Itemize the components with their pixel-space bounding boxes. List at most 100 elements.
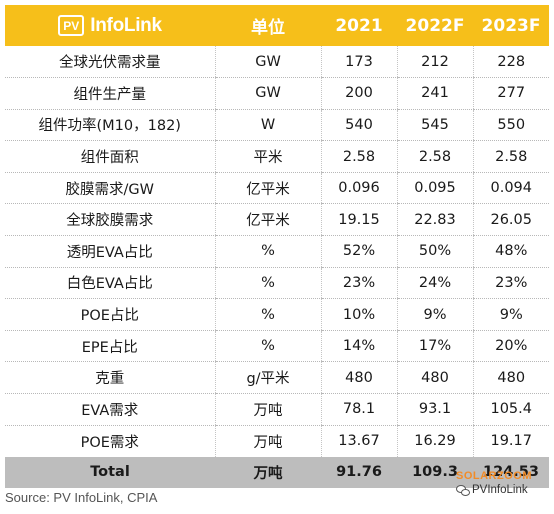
row-value-2023f: 9% [472, 298, 549, 331]
row-label: EPE占比 [5, 330, 215, 363]
row-value-2023f: 480 [472, 361, 549, 395]
row-value-2022f: 24% [396, 267, 473, 300]
logo-text: InfoLink [90, 14, 162, 36]
table-row: 白色EVA占比% 23% 24% 23% [5, 267, 549, 300]
row-value-2023f: 23% [472, 267, 549, 300]
row-value-2021: 52% [320, 235, 397, 268]
row-value-2021: 0.096 [320, 172, 397, 205]
watermark-account-line: PVInfoLink [456, 484, 532, 496]
row-value-2022f: 2.58 [396, 140, 473, 173]
row-value-2021: 78.1 [320, 393, 397, 426]
row-value-2022f: 0.095 [396, 172, 473, 205]
row-value-2021: 23% [320, 267, 397, 300]
row-unit: GW [214, 46, 321, 79]
table-row: 胶膜需求/GW 亿平米 0.096 0.095 0.094 [5, 172, 549, 205]
total-value-2021: 91.76 [336, 464, 382, 481]
row-value-2021: 200 [320, 77, 397, 110]
row-label: EVA需求 [5, 393, 215, 426]
row-unit: 万吨 [214, 393, 321, 426]
row-value-2022f: 9% [396, 298, 473, 331]
row-value-2022f: 241 [396, 77, 473, 110]
row-value-2022f: 22.83 [396, 203, 473, 237]
row-value-2022f: 16.29 [396, 425, 473, 457]
table-row: 全球胶膜需求 亿平米 19.15 22.83 26.05 [5, 203, 549, 237]
row-unit: 万吨 [214, 425, 321, 457]
table-row: POE需求 万吨 13.67 16.29 19.17 [5, 425, 549, 457]
row-value-2023f: 277 [472, 77, 549, 110]
row-label: 组件功率(M10，182) [5, 109, 215, 142]
row-value-2023f: 26.05 [472, 203, 549, 237]
watermark-account: PVInfoLink [472, 484, 528, 496]
row-unit: % [214, 298, 321, 331]
column-header-2023f: 2023F [481, 15, 541, 36]
row-label: 全球光伏需求量 [5, 46, 215, 79]
table-row: EVA需求 万吨 78.1 93.1 105.4 [5, 393, 549, 426]
row-label: 克重 [5, 361, 215, 395]
column-header-unit: 单位 [251, 18, 285, 38]
row-label: 透明EVA占比 [5, 235, 215, 268]
table-row: EPE占比% 14% 17% 20% [5, 330, 549, 363]
row-value-2023f: 228 [472, 46, 549, 79]
row-value-2022f: 212 [396, 46, 473, 79]
row-value-2022f: 545 [396, 109, 473, 142]
row-value-2023f: 105.4 [472, 393, 549, 426]
pv-infolink-logo: PV InfoLink [58, 15, 162, 37]
table-row: 组件面积 平米 2.58 2.58 2.58 [5, 140, 549, 173]
row-unit: W [214, 109, 321, 142]
table-row: 克重 g/平米 480 480 480 [5, 361, 549, 395]
row-value-2022f: 93.1 [396, 393, 473, 426]
column-header-2022f: 2022F [405, 15, 465, 36]
row-value-2022f: 17% [396, 330, 473, 363]
source-note: Source: PV InfoLink, CPIA [5, 490, 158, 505]
row-value-2023f: 2.58 [472, 140, 549, 173]
row-label: 组件生产量 [5, 77, 215, 110]
watermark-brand: SOLARZOOM [456, 470, 532, 482]
logo-cell: PV InfoLink [5, 5, 215, 46]
row-label: POE占比 [5, 298, 215, 331]
total-row: Total 万吨 91.76 109.3 124.53 [5, 456, 549, 488]
wechat-icon [456, 485, 470, 496]
row-value-2023f: 550 [472, 109, 549, 142]
row-value-2021: 13.67 [320, 425, 397, 457]
row-unit: g/平米 [214, 361, 321, 395]
row-unit: 亿平米 [214, 172, 321, 205]
row-value-2021: 2.58 [320, 140, 397, 173]
data-table-container: PV InfoLink 单位 2021 2022F 2023F 全球光伏需求量 G… [5, 5, 549, 488]
row-label: POE需求 [80, 434, 139, 451]
row-value-2021: 10% [320, 298, 397, 331]
table-row: 透明EVA占比% 52% 50% 48% [5, 235, 549, 268]
watermark: SOLARZOOM PVInfoLink [456, 470, 532, 496]
table-row: 全球光伏需求量 GW 173 212 228 [5, 46, 549, 79]
row-value-2021: 480 [320, 361, 397, 395]
row-value-2023f: 48% [472, 235, 549, 268]
row-value-2023f: 19.17 [472, 425, 549, 457]
table-row: 组件生产量 GW 200 241 277 [5, 77, 549, 110]
row-unit: % [214, 330, 321, 363]
row-value-2023f: 20% [472, 330, 549, 363]
row-value-2022f: 50% [396, 235, 473, 268]
row-value-2021: 173 [320, 46, 397, 79]
header-row: PV InfoLink 单位 2021 2022F 2023F [5, 5, 549, 46]
row-unit: 平米 [214, 140, 321, 173]
total-unit: 万吨 [253, 465, 283, 482]
column-header-2021: 2021 [335, 15, 383, 36]
row-value-2021: 19.15 [320, 203, 397, 237]
row-unit: GW [214, 77, 321, 110]
table-row: 组件功率(M10，182) W 540 545 550 [5, 109, 549, 142]
row-value-2021: 540 [320, 109, 397, 142]
total-label: Total [90, 464, 130, 481]
row-unit: 亿平米 [214, 203, 321, 237]
total-value-2022f: 109.3 [412, 464, 458, 481]
table-body: 全球光伏需求量 GW 173 212 228 组件生产量 GW 200 241 277 组件功率(M… [5, 46, 549, 457]
logo-badge: PV [58, 15, 85, 36]
row-value-2021: 14% [320, 330, 397, 363]
table-row: POE占比% 10% 9% 9% [5, 298, 549, 331]
row-label: 全球胶膜需求 [5, 203, 215, 237]
forecast-table: PV InfoLink 单位 2021 2022F 2023F 全球光伏需求量 G… [5, 5, 549, 488]
row-label: 组件面积 [5, 140, 215, 173]
row-value-2023f: 0.094 [472, 172, 549, 205]
row-unit: % [214, 267, 321, 300]
row-label: 白色EVA占比 [5, 267, 215, 300]
row-value-2022f: 480 [396, 361, 473, 395]
row-label: 胶膜需求/GW [5, 172, 215, 205]
